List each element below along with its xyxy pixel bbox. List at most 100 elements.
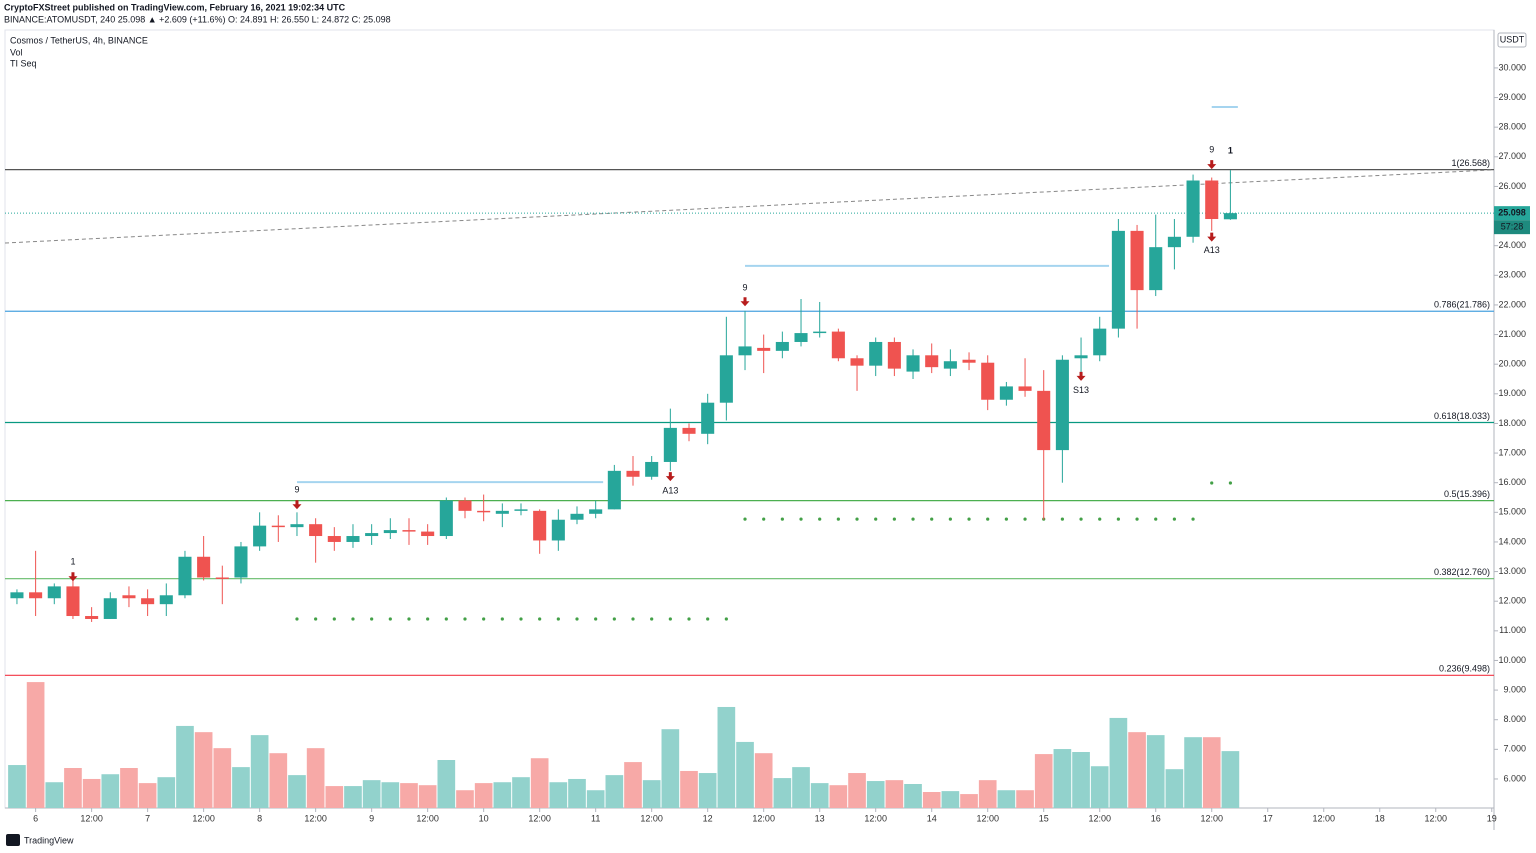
fib-label: 1(26.568) (1451, 158, 1490, 168)
candle-body (981, 362, 995, 400)
seq-label: 9 (294, 484, 299, 494)
seq-dot (911, 517, 915, 521)
candle-body (794, 333, 808, 342)
y-tick-label: 9.000 (1503, 684, 1526, 694)
seq-dot (444, 617, 448, 621)
seq-dot (706, 617, 710, 621)
x-tick-label: 12:00 (192, 813, 215, 823)
volume-bar (978, 780, 997, 808)
x-tick-label: 13 (815, 813, 825, 823)
candle-body (495, 510, 509, 514)
candle-body (402, 530, 416, 532)
seq-dot (500, 617, 504, 621)
candle-body (869, 341, 883, 366)
candle-body (290, 524, 304, 528)
seq-dot (612, 617, 616, 621)
volume-bar (269, 753, 288, 808)
candle-body (10, 592, 24, 599)
volume-bar (661, 729, 680, 808)
x-tick-label: 11 (591, 813, 600, 823)
seq-dot (594, 617, 598, 621)
currency-box (1497, 32, 1527, 48)
currency: USDT (1500, 34, 1525, 44)
footer-logo: TradingView (24, 835, 74, 845)
seq-dot (836, 517, 840, 521)
x-tick-label: 12:00 (752, 813, 775, 823)
volume-bar (250, 735, 269, 808)
volume-bar (232, 767, 250, 808)
candle-body (458, 500, 472, 511)
fib-label: 0.382(12.760) (1434, 567, 1490, 577)
y-tick-label: 19.000 (1498, 388, 1526, 398)
x-tick-label: 7 (145, 813, 150, 823)
candle-body (514, 509, 528, 511)
volume-bar (1034, 754, 1053, 808)
candle-body (1111, 230, 1125, 329)
volume-bar (829, 785, 848, 808)
volume-bar (848, 773, 866, 808)
seq-dot (780, 517, 784, 521)
candle-body (589, 509, 603, 514)
volume-bar (456, 790, 474, 808)
seq-dot (799, 517, 803, 521)
seq-dot (519, 617, 523, 621)
candle-body (1205, 180, 1219, 220)
seq-dot (687, 617, 691, 621)
x-tick-label: 18 (1375, 813, 1385, 823)
candle-body (122, 595, 136, 599)
x-tick-label: 12:00 (416, 813, 439, 823)
seq-dot (295, 617, 299, 621)
candle-body (1186, 180, 1200, 237)
volume-bar (1053, 749, 1072, 808)
y-tick-label: 10.000 (1498, 655, 1526, 665)
candle-body (421, 531, 435, 537)
seq-dot (1004, 517, 1008, 521)
volume-bar (213, 748, 232, 808)
seq-dot (1210, 481, 1214, 485)
volume-bar (138, 783, 157, 808)
volume-bar (530, 758, 549, 808)
volume-bar (1016, 790, 1034, 808)
candle-body (383, 530, 397, 534)
x-tick-label: 12:00 (1200, 813, 1223, 823)
seq-dot (1154, 517, 1158, 521)
x-tick-label: 8 (257, 813, 262, 823)
candle-body (327, 536, 341, 542)
countdown-tag (1494, 220, 1530, 235)
y-tick-label: 22.000 (1498, 299, 1526, 309)
y-tick-label: 27.000 (1498, 151, 1526, 161)
volume-bar (381, 782, 400, 808)
candle-body (29, 592, 43, 599)
y-tick-label: 16.000 (1498, 477, 1526, 487)
volume-bar (474, 783, 493, 808)
y-tick-label: 17.000 (1498, 447, 1526, 457)
seq-dot (855, 517, 859, 521)
candle-body (1223, 213, 1237, 220)
y-tick-label: 23.000 (1498, 270, 1526, 280)
candle-body (738, 346, 752, 356)
volume-bar (1202, 737, 1221, 808)
y-tick-label: 8.000 (1503, 714, 1526, 724)
seq-dot (575, 617, 579, 621)
seq-label: S13 (1073, 385, 1089, 395)
volume-bar (493, 782, 512, 808)
volume-bar (960, 794, 978, 808)
seq-dot (1228, 481, 1233, 485)
candle-body (775, 341, 789, 351)
candle-body (365, 533, 379, 537)
volume-bar (8, 765, 26, 808)
volume-bar (586, 790, 605, 808)
seq-dot (482, 617, 486, 621)
candle-body (906, 355, 920, 372)
candle-body (999, 386, 1013, 400)
seq-dot (1023, 517, 1027, 521)
x-tick-label: 15 (1039, 813, 1049, 823)
volume-bar (605, 775, 624, 808)
volume-bar (624, 762, 642, 808)
credit: CryptoFXStreet published on TradingView.… (4, 2, 346, 12)
seq-dot (892, 517, 896, 521)
volume-bar (773, 778, 792, 808)
fib-label: 0.5(15.396) (1444, 489, 1490, 499)
seq-dot (650, 617, 654, 621)
indicator-name: Vol (10, 47, 23, 57)
